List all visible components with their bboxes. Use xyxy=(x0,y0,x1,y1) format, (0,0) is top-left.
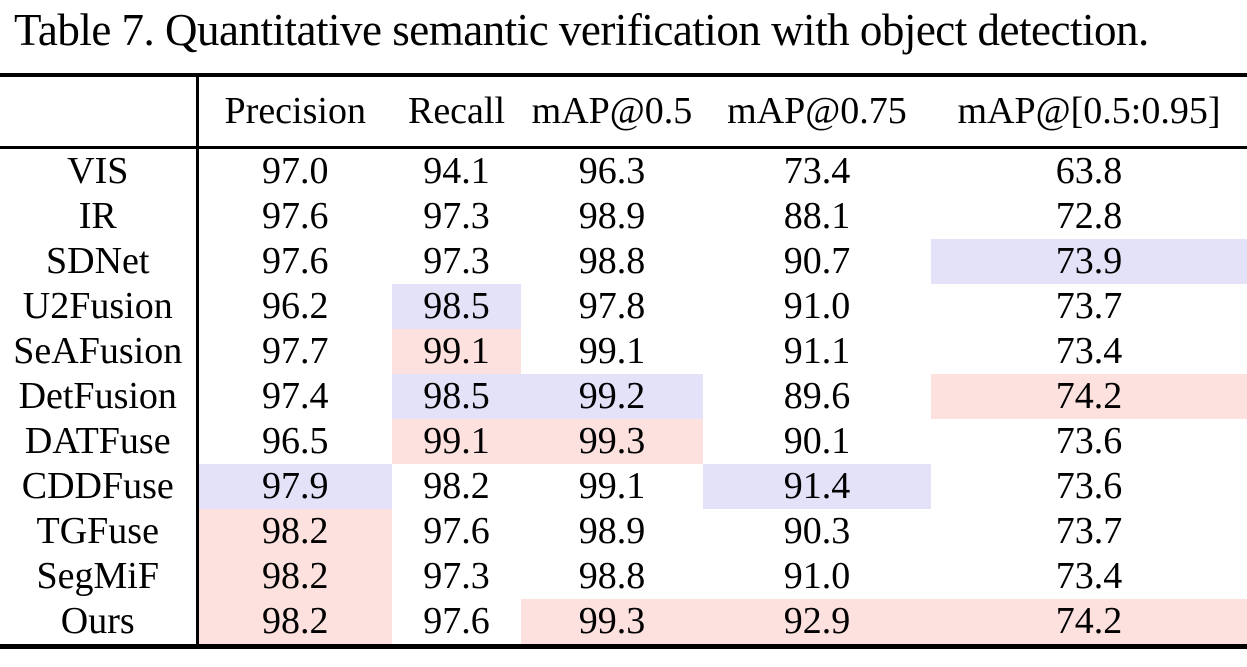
value-cell: 89.6 xyxy=(783,375,851,417)
value-cell: 98.8 xyxy=(578,555,646,597)
table-row: SDNet 97.6 97.3 98.8 90.7 73.9 xyxy=(0,238,1247,284)
value-cell: 97.8 xyxy=(578,285,646,327)
value-cell: 97.0 xyxy=(195,147,392,194)
value-cell: 99.2 xyxy=(521,373,703,419)
table-row: IR 97.6 97.3 98.9 88.1 72.8 xyxy=(0,193,1247,239)
value-cell: 90.3 xyxy=(783,510,851,552)
value-cell: 97.6 xyxy=(423,510,490,552)
col-header-precision: Precision xyxy=(195,74,392,149)
value-cell: 97.6 xyxy=(195,193,392,239)
row-label: DATFuse xyxy=(24,420,171,462)
value-cell: 96.2 xyxy=(195,283,392,329)
table-row: Ours 98.2 97.6 99.3 92.9 74.2 xyxy=(0,598,1247,646)
value-cell: 91.4 xyxy=(703,463,931,509)
row-label: DetFusion xyxy=(18,375,177,417)
value-cell: 74.2 xyxy=(931,373,1247,419)
table-caption: Table 7. Quantitative semantic verificat… xyxy=(14,5,1149,55)
value-cell: 73.4 xyxy=(1055,330,1123,372)
value-cell: 97.3 xyxy=(423,240,490,282)
row-label: Ours xyxy=(60,600,135,642)
value-cell: 97.7 xyxy=(195,328,392,374)
table-row: SeAFusion 97.7 99.1 99.1 91.1 73.4 xyxy=(0,328,1247,374)
value-cell: 98.9 xyxy=(578,195,646,237)
value-cell: 99.1 xyxy=(578,330,646,372)
value-cell: 96.3 xyxy=(578,150,646,192)
value-cell: 98.5 xyxy=(392,283,521,329)
table-row: CDDFuse 97.9 98.2 99.1 91.4 73.6 xyxy=(0,463,1247,509)
value-cell: 73.6 xyxy=(1055,465,1123,507)
value-cell: 63.8 xyxy=(1055,150,1123,192)
row-label: VIS xyxy=(67,150,129,192)
col-header-map5095: mAP@[0.5:0.95] xyxy=(931,74,1247,149)
row-label: U2Fusion xyxy=(22,285,173,327)
row-label: SDNet xyxy=(46,240,150,282)
value-cell: 91.0 xyxy=(783,555,851,597)
row-label: CDDFuse xyxy=(21,465,174,507)
value-cell: 98.8 xyxy=(578,240,646,282)
value-cell: 98.9 xyxy=(578,510,646,552)
value-cell: 91.1 xyxy=(783,330,851,372)
value-cell: 73.4 xyxy=(783,150,851,192)
value-cell: 73.9 xyxy=(931,238,1247,284)
table-row: SegMiF 98.2 97.3 98.8 91.0 73.4 xyxy=(0,553,1247,599)
value-cell: 98.2 xyxy=(423,465,490,507)
value-cell: 98.5 xyxy=(392,373,521,419)
value-cell: 96.5 xyxy=(195,418,392,464)
row-label: SegMiF xyxy=(36,555,159,597)
col-header-map50: mAP@0.5 xyxy=(521,74,703,149)
value-cell: 97.6 xyxy=(195,238,392,284)
value-cell: 98.2 xyxy=(195,508,392,554)
value-cell: 74.2 xyxy=(931,598,1247,646)
col-header-map75: mAP@0.75 xyxy=(703,74,931,149)
value-cell: 73.4 xyxy=(1055,555,1123,597)
value-cell: 94.1 xyxy=(423,150,490,192)
value-cell: 72.8 xyxy=(1055,195,1123,237)
value-cell: 97.4 xyxy=(195,373,392,419)
value-cell: 91.0 xyxy=(783,285,851,327)
value-cell: 99.1 xyxy=(392,418,521,464)
row-label: SeAFusion xyxy=(13,330,183,372)
row-label-header xyxy=(0,74,197,149)
value-cell: 98.2 xyxy=(195,553,392,599)
col-header-recall: Recall xyxy=(392,74,521,149)
value-cell: 97.6 xyxy=(423,600,490,642)
value-cell: 73.6 xyxy=(1055,420,1123,462)
value-cell: 92.9 xyxy=(703,598,931,646)
value-cell: 90.7 xyxy=(783,240,851,282)
table-row: TGFuse 98.2 97.6 98.9 90.3 73.7 xyxy=(0,508,1247,554)
value-cell: 97.3 xyxy=(423,555,490,597)
value-cell: 97.9 xyxy=(195,463,392,509)
table-row: U2Fusion 96.2 98.5 97.8 91.0 73.7 xyxy=(0,283,1247,329)
value-cell: 73.7 xyxy=(1055,510,1123,552)
value-cell: 99.1 xyxy=(578,465,646,507)
value-cell: 98.2 xyxy=(195,598,392,646)
value-cell: 90.1 xyxy=(783,420,851,462)
value-cell: 73.7 xyxy=(1055,285,1123,327)
header-row: Precision Recall mAP@0.5 mAP@0.75 mAP@[0… xyxy=(0,74,1247,149)
table-row: VIS 97.0 94.1 96.3 73.4 63.8 xyxy=(0,147,1247,194)
row-label: IR xyxy=(78,195,117,237)
table-row: DetFusion 97.4 98.5 99.2 89.6 74.2 xyxy=(0,373,1247,419)
value-cell: 99.1 xyxy=(392,328,521,374)
row-label: TGFuse xyxy=(36,510,159,552)
table-row: DATFuse 96.5 99.1 99.3 90.1 73.6 xyxy=(0,418,1247,464)
results-table: Precision Recall mAP@0.5 mAP@0.75 mAP@[0… xyxy=(0,72,1247,649)
value-cell: 97.3 xyxy=(423,195,490,237)
value-cell: 99.3 xyxy=(521,418,703,464)
value-cell: 99.3 xyxy=(521,598,703,646)
value-cell: 88.1 xyxy=(783,195,851,237)
